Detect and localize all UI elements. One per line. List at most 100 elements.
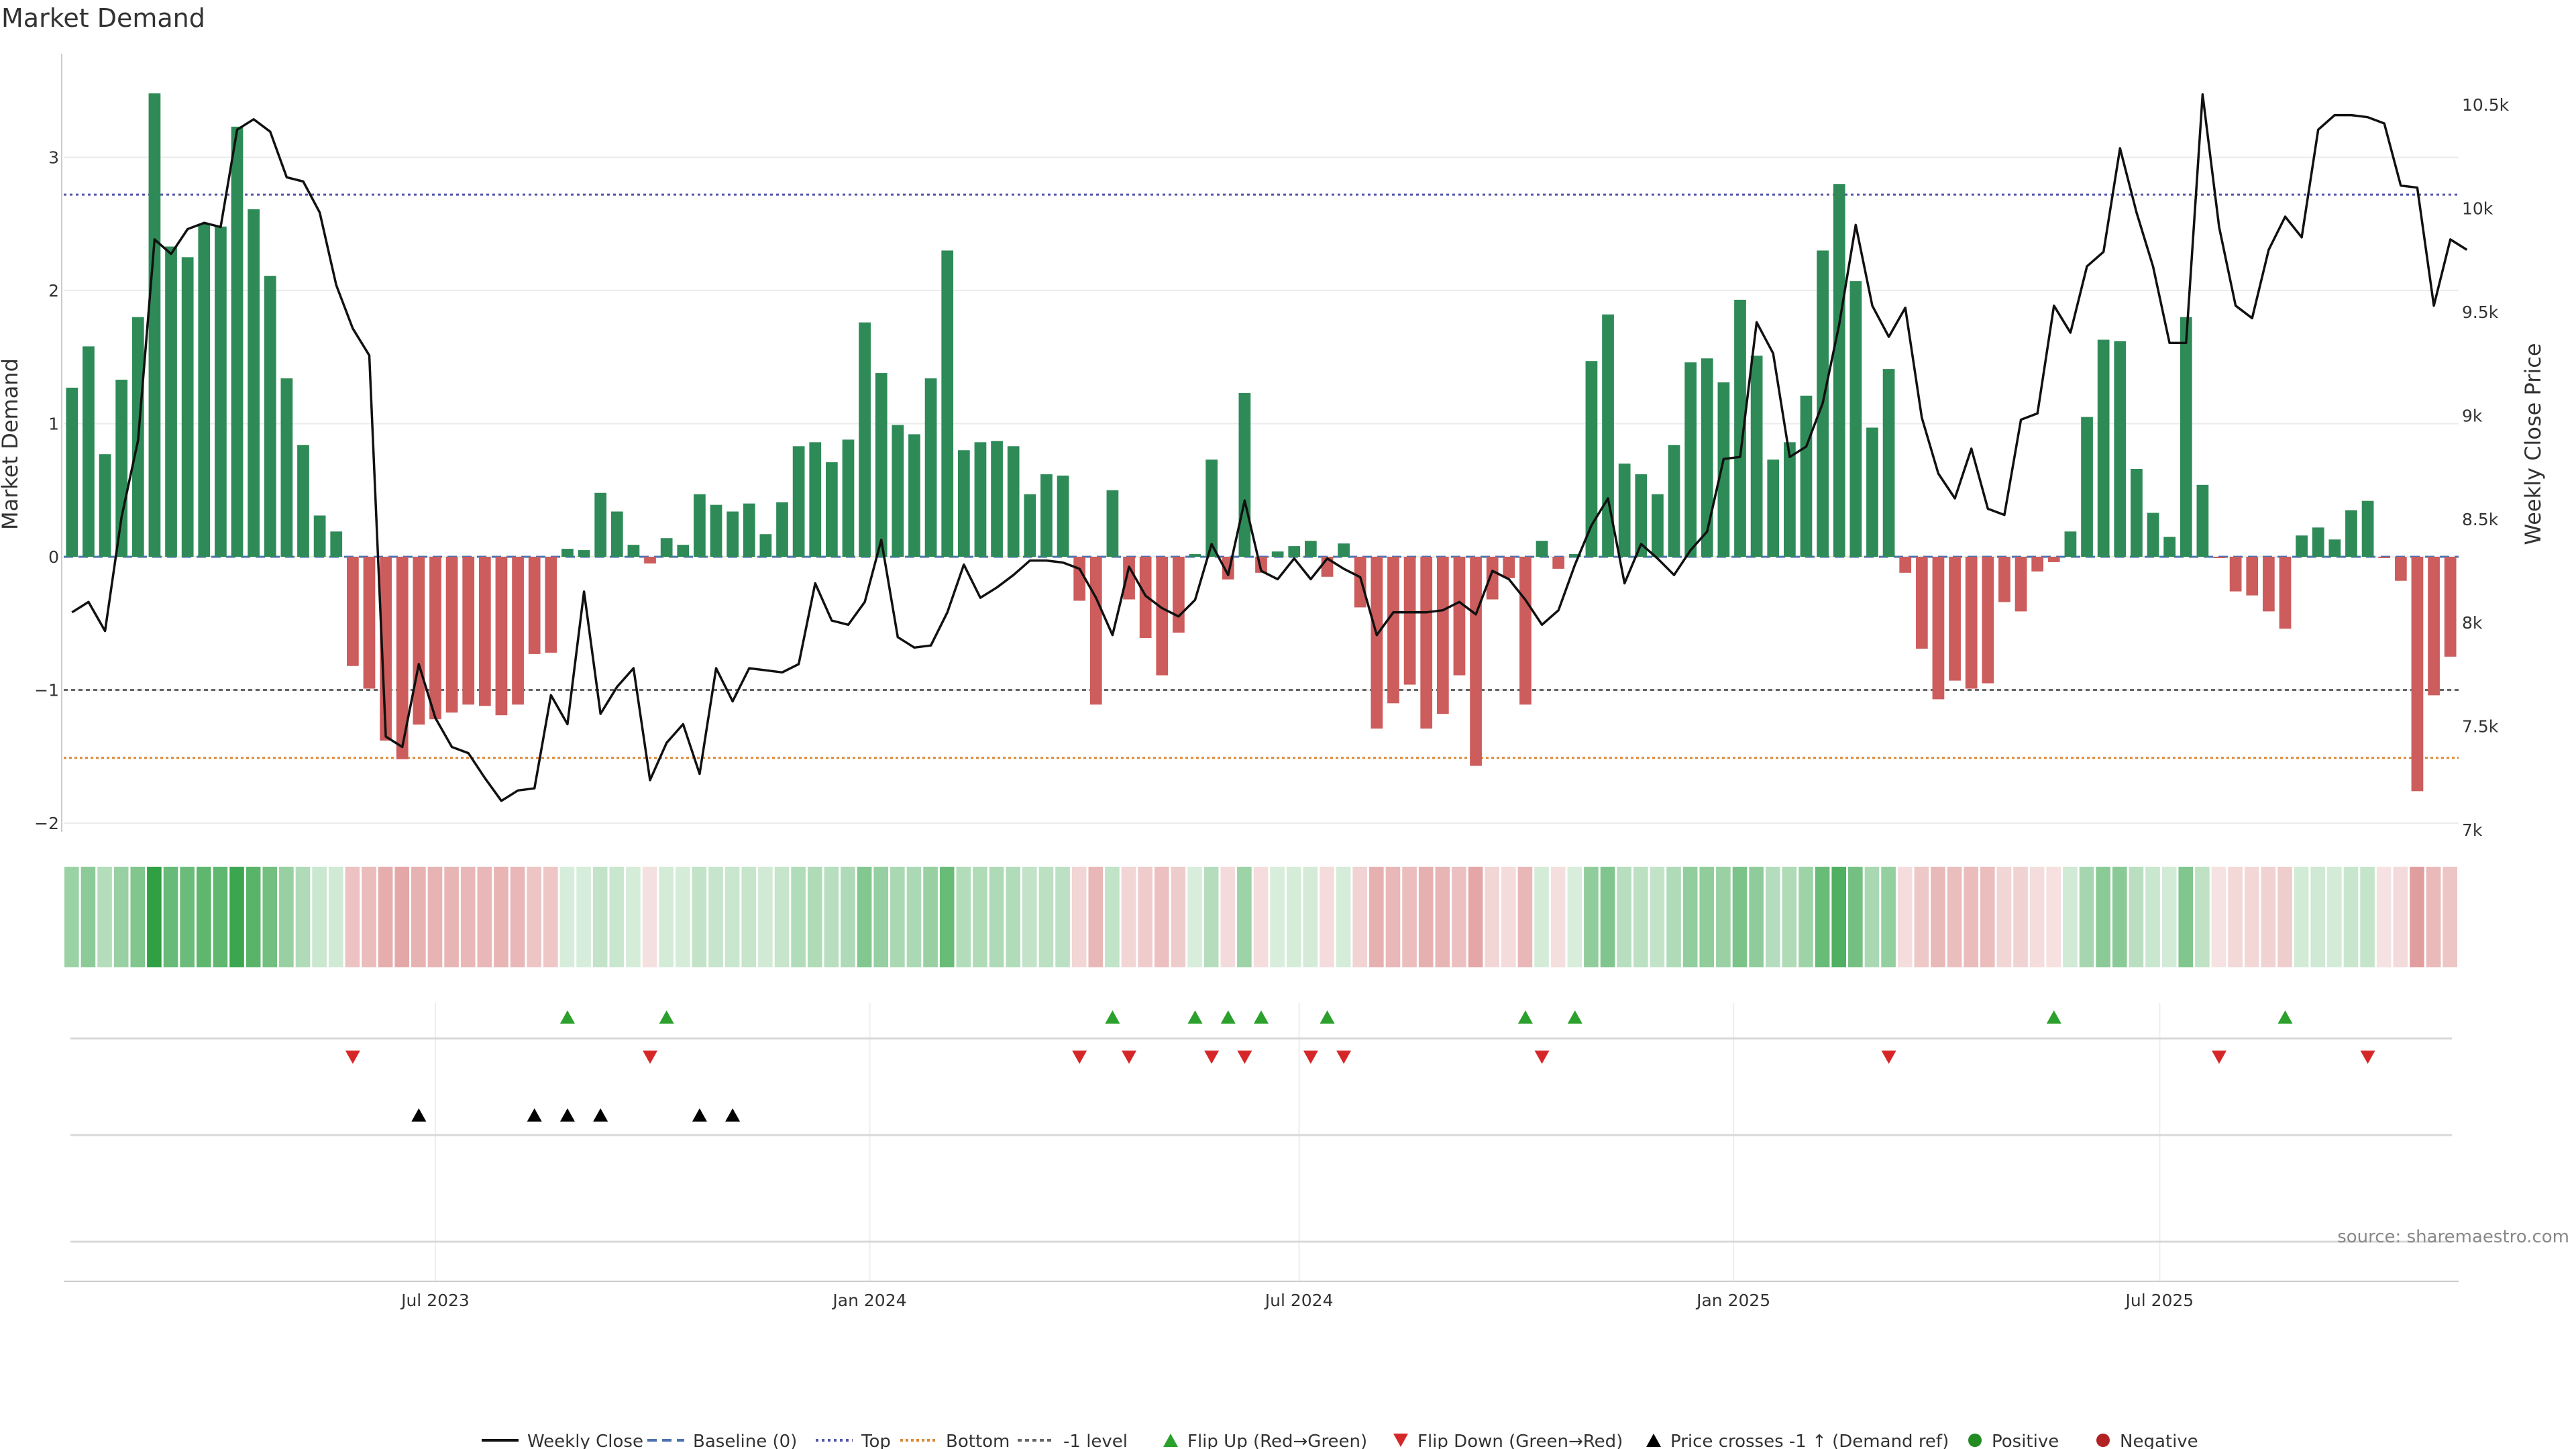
demand-bar	[2196, 484, 2209, 557]
demand-bar	[66, 387, 78, 557]
heat-cell	[1864, 867, 1880, 967]
y2-tick-label: 9k	[2462, 406, 2483, 425]
demand-bar	[2411, 557, 2424, 792]
demand-bar	[2015, 557, 2027, 612]
heat-cell	[444, 867, 459, 967]
heat-cell	[1187, 867, 1202, 967]
heat-cell	[1088, 867, 1104, 967]
heat-cell	[2261, 867, 2276, 967]
flip-down-marker	[1534, 1051, 1550, 1064]
axes: −2 −1 0 1 2 3 7k 7.5k 8k 8.5k 9k 9.5k 10k 10.5k	[34, 54, 2510, 840]
x-tick-label: Jul 2025	[2124, 1291, 2194, 1310]
demand-bar	[1403, 557, 1416, 685]
demand-bar	[908, 434, 920, 557]
demand-bar	[892, 425, 904, 557]
legend-weekly-close-label: Weekly Close	[527, 1432, 643, 1449]
heat-cell	[807, 867, 822, 967]
demand-bar	[2131, 468, 2143, 557]
demand-bar	[1866, 427, 1878, 557]
flip-up-marker	[1105, 1010, 1120, 1024]
heat-cell	[576, 867, 591, 967]
heat-cell	[1038, 867, 1054, 967]
demand-bar	[1387, 557, 1399, 704]
demand-bar	[1734, 299, 1746, 557]
heat-cell	[510, 867, 525, 967]
demand-bar	[1585, 361, 1598, 557]
demand-bar	[1849, 281, 1862, 557]
heat-cell	[427, 867, 443, 967]
demand-bar	[2097, 339, 2110, 557]
legend-flip-up-swatch	[1163, 1434, 1178, 1447]
heat-cell	[1352, 867, 1368, 967]
demand-bar	[1519, 557, 1532, 705]
demand-bar	[1057, 475, 1069, 557]
demand-bar	[2081, 417, 2093, 557]
heat-cell	[1402, 867, 1417, 967]
heat-cell	[1385, 867, 1401, 967]
heat-cell	[1105, 867, 1120, 967]
heat-cell	[1980, 867, 1995, 967]
demand-bar	[2361, 500, 2374, 557]
demand-bar	[2428, 557, 2440, 696]
flip-up-marker	[659, 1010, 674, 1024]
heat-cell	[791, 867, 806, 967]
y-tick-label: 0	[48, 547, 59, 567]
demand-bar	[1205, 460, 1218, 557]
heat-cell	[196, 867, 211, 967]
demand-bar	[181, 257, 194, 557]
demand-bar	[660, 538, 673, 557]
heat-cell	[2013, 867, 2028, 967]
demand-bar	[1271, 551, 1284, 557]
y2-tick-label: 10k	[2462, 199, 2493, 219]
demand-bar	[1750, 356, 1763, 557]
demand-bar	[297, 445, 309, 557]
demand-bar	[1882, 369, 1895, 557]
heat-cell	[1154, 867, 1169, 967]
demand-bar	[1899, 557, 1912, 573]
demand-bar	[859, 322, 871, 557]
heat-cell	[741, 867, 757, 967]
demand-bar	[2394, 557, 2407, 581]
y2-tick-label: 9.5k	[2462, 303, 2499, 322]
heat-cell	[1996, 867, 2012, 967]
heat-cell	[1947, 867, 1962, 967]
heat-cell	[2145, 867, 2160, 967]
heat-cell	[295, 867, 311, 967]
heat-cell	[626, 867, 641, 967]
flip-up-marker	[2046, 1010, 2061, 1024]
heat-cell	[2046, 867, 2061, 967]
demand-bar	[1436, 557, 1449, 714]
demand-bar	[1965, 557, 1978, 689]
heat-cell	[2211, 867, 2226, 967]
y-axis-title: Market Demand	[0, 358, 23, 530]
heat-cell	[362, 867, 376, 967]
demand-bar	[842, 439, 855, 557]
legend-positive-label: Positive	[1992, 1432, 2059, 1449]
flip-down-marker	[1122, 1051, 1137, 1064]
y2-tick-label: 8.5k	[2462, 510, 2499, 529]
demand-bar	[198, 223, 211, 557]
heat-cell	[130, 867, 146, 967]
demand-bar	[1833, 184, 1845, 557]
demand-bar	[330, 531, 343, 557]
demand-bar	[1338, 543, 1350, 557]
demand-bar	[512, 557, 524, 705]
legend-price-cross-swatch	[1646, 1434, 1661, 1447]
demand-bar	[957, 450, 970, 557]
heat-cell	[1749, 867, 1764, 967]
demand-bar	[627, 545, 640, 557]
demand-bar	[1652, 494, 1664, 557]
weekly-close-line	[71, 93, 2468, 802]
source-label: source: sharemaestro.com	[2337, 1227, 2569, 1247]
demand-bar	[2345, 510, 2357, 557]
demand-bar	[2312, 527, 2324, 557]
heat-cell	[1848, 867, 1863, 967]
demand-bar	[644, 557, 656, 564]
heat-cell	[609, 867, 625, 967]
legend-top-label: Top	[861, 1432, 891, 1449]
heat-cell	[213, 867, 228, 967]
heat-cell	[1534, 867, 1549, 967]
heat-cell	[890, 867, 905, 967]
heat-cell	[642, 867, 657, 967]
demand-bar	[462, 557, 475, 705]
